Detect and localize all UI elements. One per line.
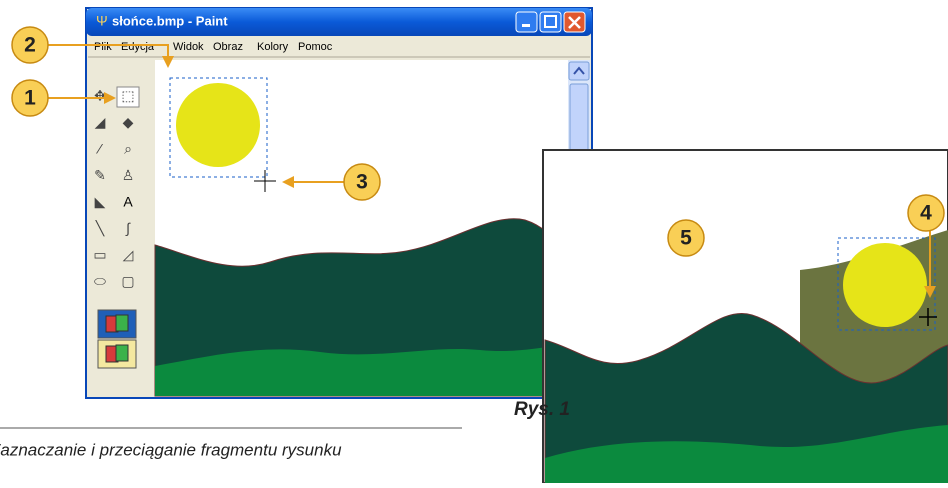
- callout-number: 4: [920, 202, 932, 225]
- tool-icon[interactable]: ⬭: [94, 273, 106, 289]
- minimize-icon: [522, 24, 530, 27]
- tool-icon[interactable]: ◿: [123, 247, 134, 263]
- figure-caption: Zaznaczanie i przeciąganie fragmentu rys…: [0, 440, 342, 459]
- window-buttons[interactable]: [516, 12, 585, 32]
- scroll-up-button[interactable]: [569, 62, 589, 80]
- tool-icon[interactable]: ✎: [94, 167, 106, 183]
- zoom-panel: [543, 150, 948, 483]
- callout-number: 2: [24, 34, 36, 57]
- sun: [843, 243, 927, 327]
- callout-number: 5: [680, 227, 692, 250]
- paint-window: Ψ słońce.bmp - Paint Plik Edycja Widok Obra…: [86, 8, 592, 398]
- tool-icon[interactable]: ╲: [95, 220, 106, 237]
- figure-label: Rys. 1: [514, 399, 570, 420]
- callout-number: 3: [356, 171, 368, 194]
- menu-item[interactable]: Obraz: [213, 41, 243, 53]
- menu-item[interactable]: Edycja: [121, 41, 155, 53]
- minimize-button[interactable]: [516, 12, 537, 32]
- option-icon: [116, 345, 128, 361]
- tool-icon[interactable]: ◆: [123, 114, 134, 130]
- tool-icon[interactable]: ♙: [122, 167, 135, 183]
- menu-item[interactable]: Pomoc: [298, 41, 333, 53]
- menu-item[interactable]: Plik: [94, 41, 112, 53]
- tool-icon[interactable]: ▭: [93, 247, 106, 263]
- tool-icon[interactable]: A: [123, 194, 133, 210]
- figure: Ψ słońce.bmp - Paint Plik Edycja Widok Obra…: [0, 0, 948, 483]
- window-title: słońce.bmp - Paint: [112, 13, 228, 28]
- callout-number: 1: [24, 87, 36, 110]
- menu-item[interactable]: Widok: [173, 41, 204, 53]
- menu-item[interactable]: Kolory: [257, 41, 289, 53]
- app-icon: Ψ: [96, 13, 108, 29]
- tool-icon[interactable]: ◣: [95, 194, 106, 210]
- tool-icon[interactable]: ◢: [95, 114, 106, 130]
- tool-icon[interactable]: ▢: [121, 273, 134, 289]
- sun: [176, 83, 260, 167]
- option-icon: [116, 315, 128, 331]
- tool-icon[interactable]: ⬚: [121, 88, 134, 104]
- tool-icon[interactable]: ⌕: [124, 141, 132, 157]
